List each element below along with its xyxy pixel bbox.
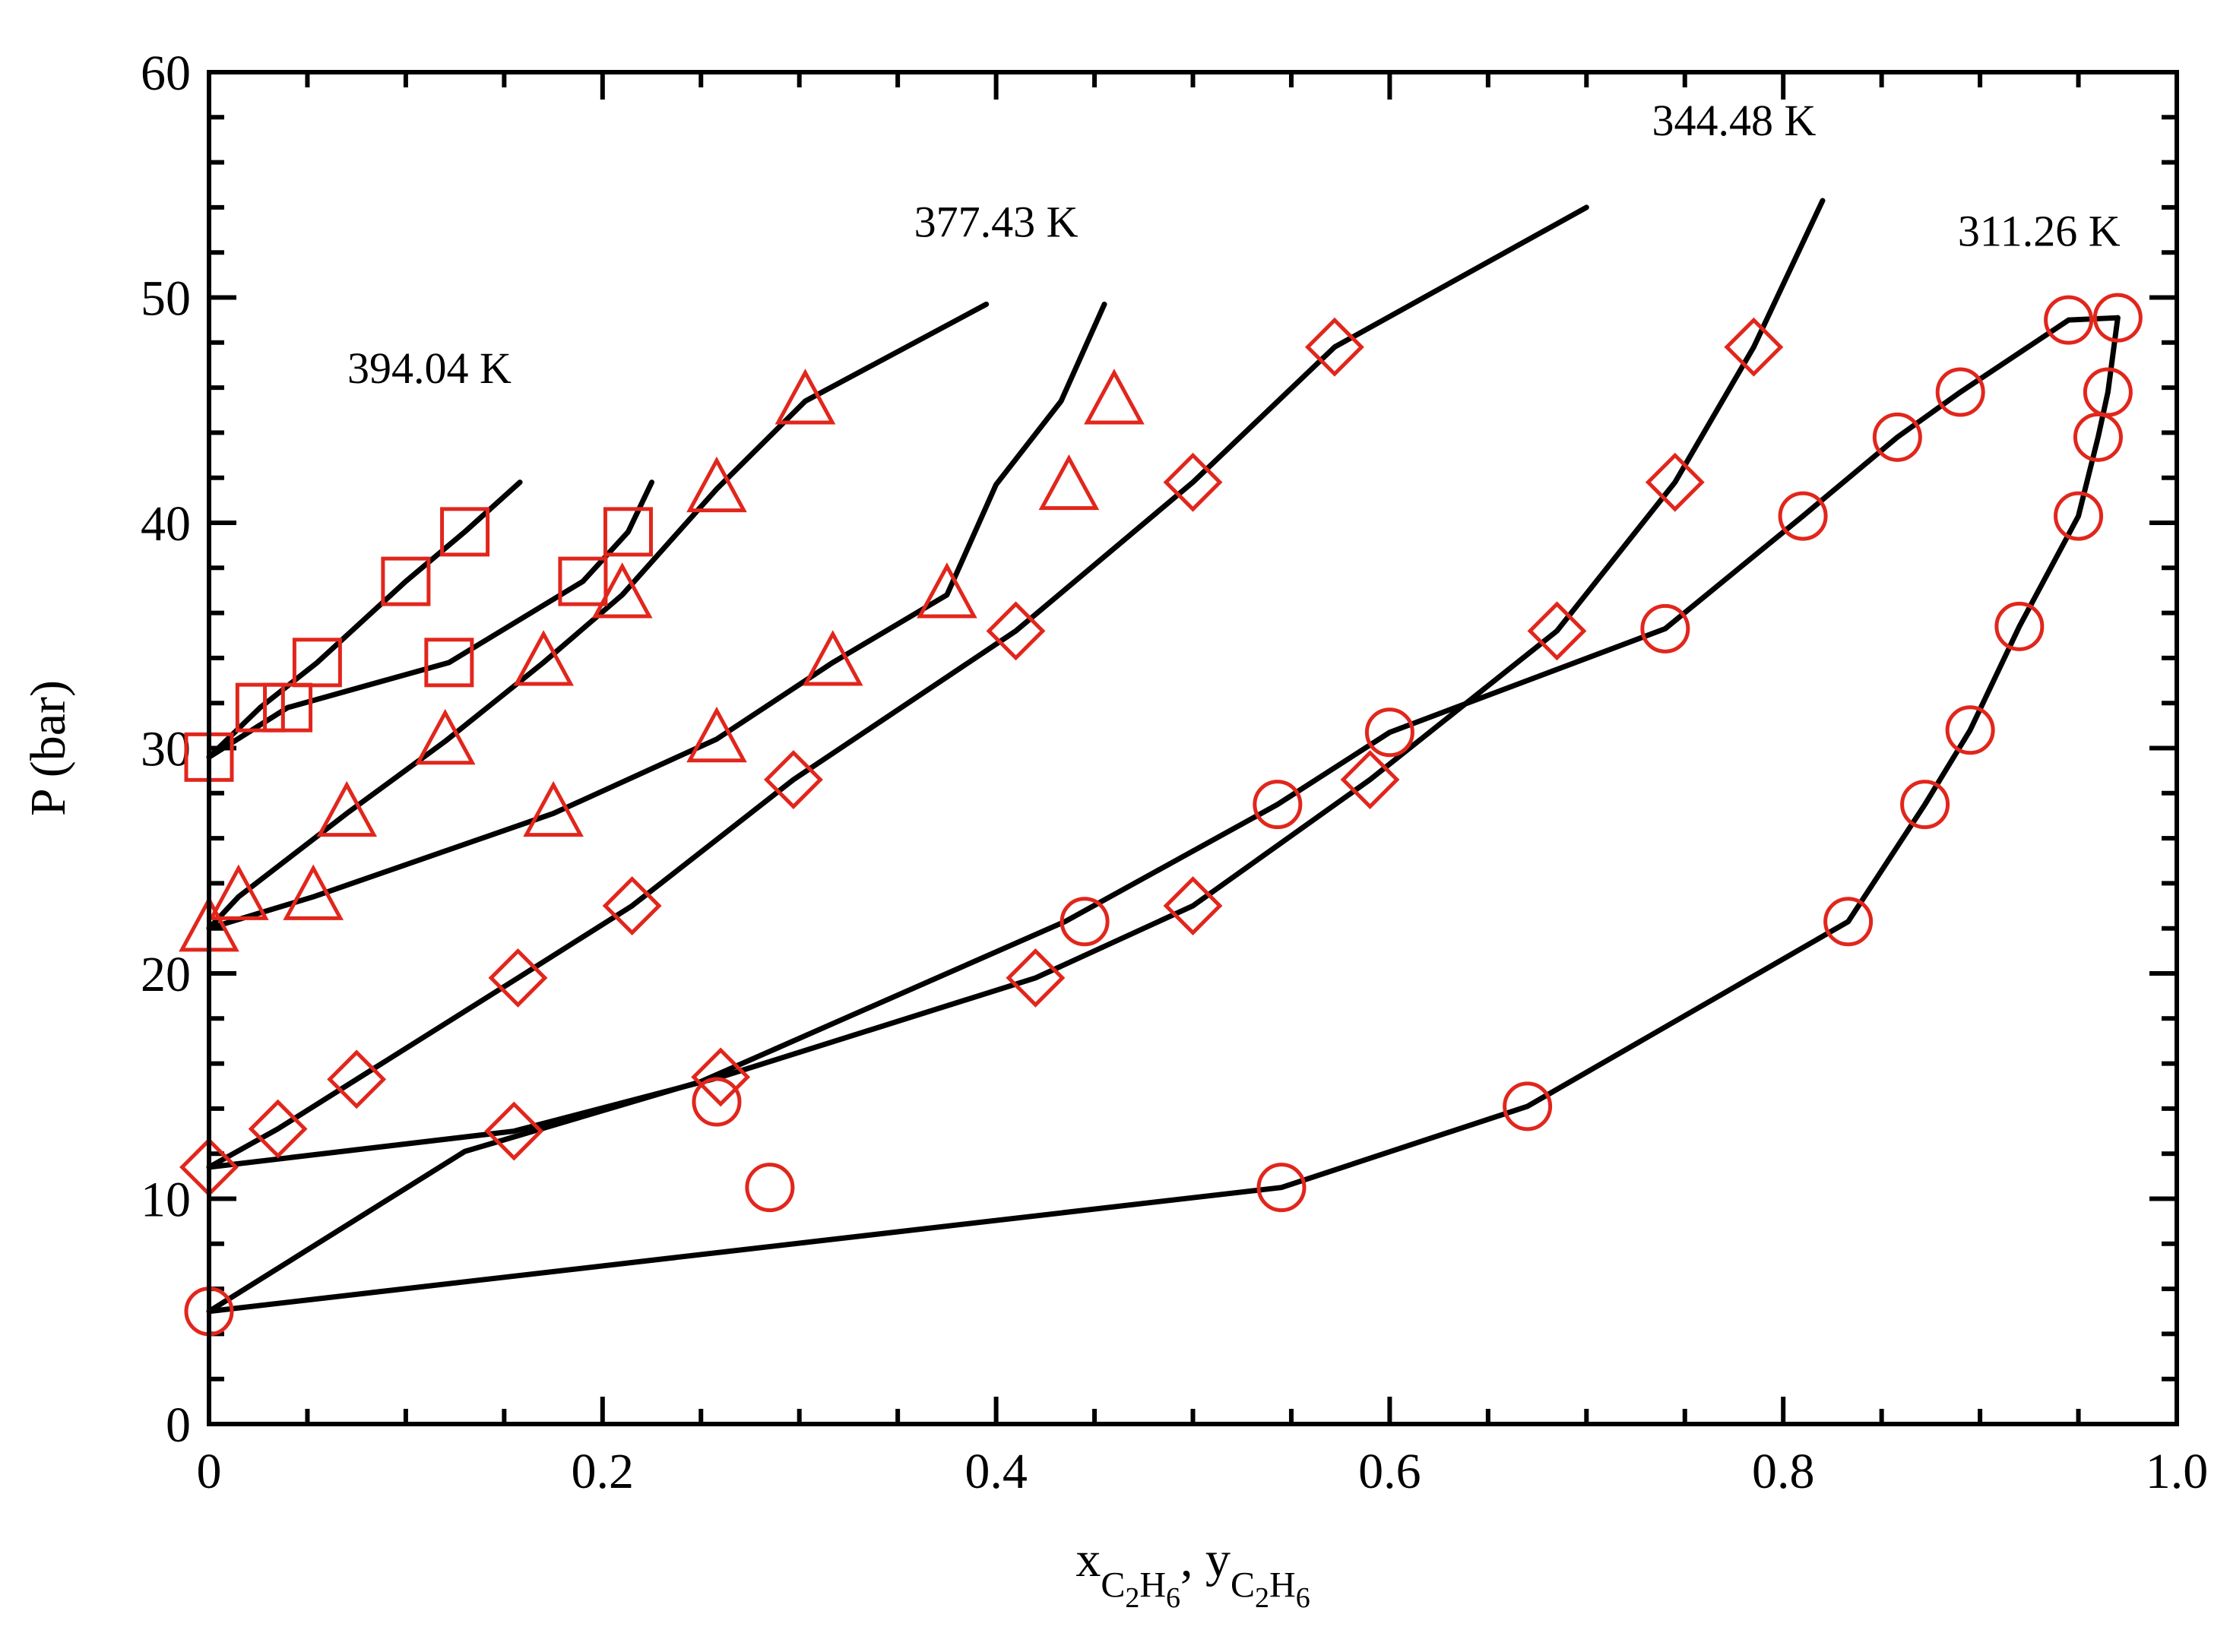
y-tick-label: 50: [141, 271, 191, 327]
y-tick-label: 0: [166, 1397, 191, 1453]
y-tick-label: 40: [141, 496, 191, 552]
y-tick-label: 30: [141, 722, 191, 777]
y-tick-label: 10: [141, 1173, 191, 1228]
annotation: 377.43 K: [914, 197, 1079, 246]
x-tick-label: 1.0: [2146, 1444, 2209, 1499]
annotation: 394.04 K: [347, 343, 512, 393]
annotation: 311.26 K: [1958, 206, 2121, 255]
y-tick-label: 20: [141, 947, 191, 1002]
x-tick-label: 0.6: [1358, 1444, 1421, 1499]
x-tick-label: 0.2: [572, 1444, 635, 1499]
y-tick-label: 60: [141, 46, 191, 101]
x-tick-label: 0.8: [1752, 1444, 1815, 1499]
y-axis-label: P (bar): [21, 680, 76, 816]
phase-diagram-chart: 0 0.2 0.4 0.6 0.8 1.0 0 10 20 30 40 50 60 394.04 K 377…: [0, 0, 2230, 1652]
x-tick-label: 0: [197, 1444, 222, 1499]
x-tick-label: 0.4: [965, 1444, 1028, 1499]
annotation: 344.48 K: [1652, 96, 1817, 145]
